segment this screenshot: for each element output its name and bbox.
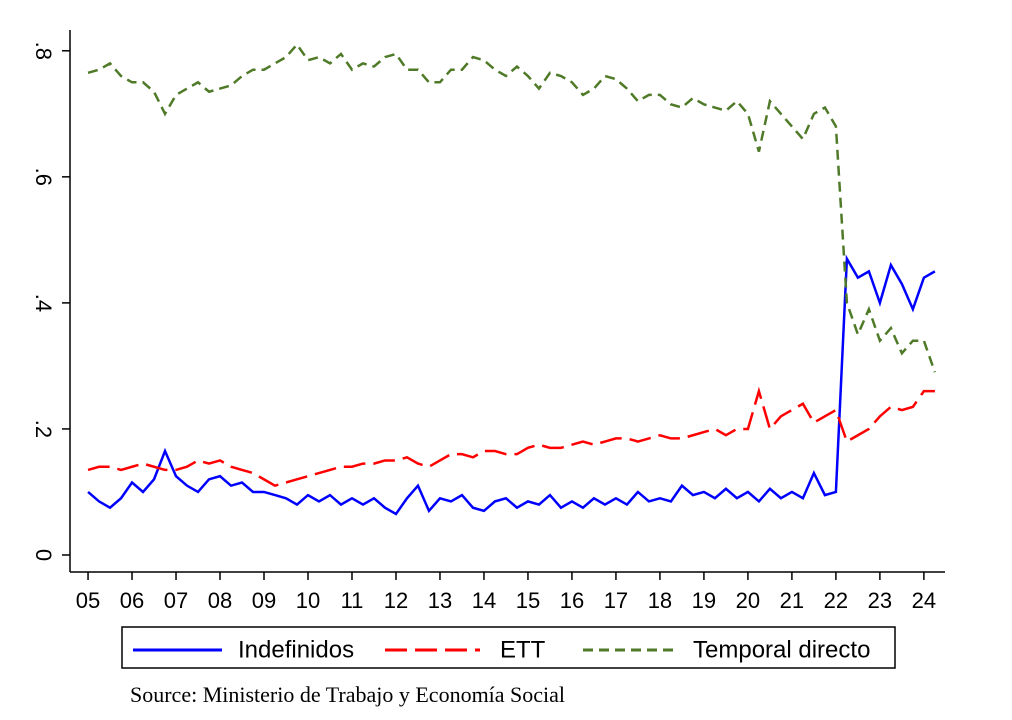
x-tick-label: 09	[252, 588, 276, 613]
legend-label: Temporal directo	[693, 636, 870, 663]
x-tick-label: 17	[604, 588, 628, 613]
x-tick-label: 20	[736, 588, 760, 613]
y-tick-label: .4	[31, 294, 56, 312]
x-tick-label: 22	[824, 588, 848, 613]
legend-box	[121, 626, 896, 669]
x-tick-label: 11	[341, 588, 364, 613]
x-tick-label: 15	[516, 588, 540, 613]
series-line	[87, 42, 937, 373]
source-note: Source: Ministerio de Trabajo y Economía…	[130, 682, 565, 707]
x-tick-label: 10	[296, 588, 320, 613]
x-tick-label: 13	[428, 588, 452, 613]
y-tick-label: .2	[31, 420, 56, 438]
x-tick-label: 18	[648, 588, 672, 613]
y-tick-label: 0	[31, 549, 56, 561]
legend-label: Indefinidos	[238, 636, 354, 663]
x-tick-label: 23	[868, 588, 892, 613]
x-tick-label: 07	[164, 588, 188, 613]
y-tick-label: .8	[31, 42, 56, 60]
x-tick-label: 12	[384, 588, 408, 613]
y-tick-label: .6	[31, 168, 56, 186]
x-tick-label: 16	[560, 588, 584, 613]
x-tick-label: 24	[912, 588, 936, 613]
series-line	[87, 386, 935, 488]
x-tick-label: 06	[120, 588, 144, 613]
x-tick-label: 05	[76, 588, 100, 613]
series-line	[87, 254, 936, 516]
x-tick-label: 08	[208, 588, 232, 613]
legend-label: ETT	[500, 636, 546, 663]
x-tick-label: 14	[472, 588, 496, 613]
x-tick-label: 21	[780, 588, 804, 613]
x-tick-label: 19	[692, 588, 716, 613]
